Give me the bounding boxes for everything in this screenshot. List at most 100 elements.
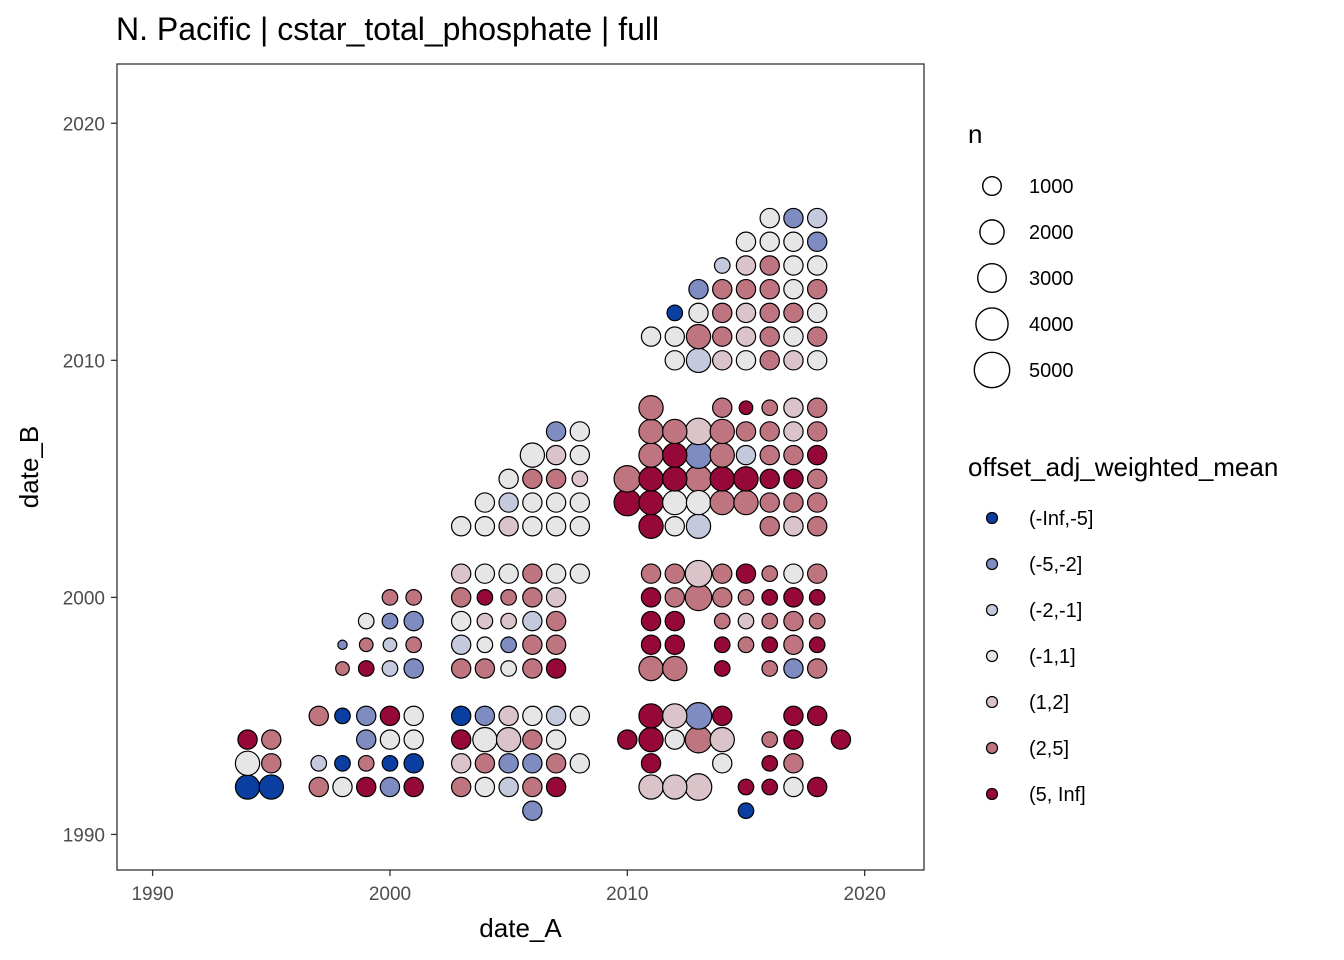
data-point	[545, 705, 567, 727]
data-point	[664, 587, 686, 608]
data-point	[664, 634, 686, 656]
size-legend-label: 2000	[1029, 222, 1074, 244]
data-point	[522, 634, 543, 656]
data-point	[806, 302, 828, 324]
size-legend-key	[982, 175, 1003, 196]
data-point	[806, 421, 828, 442]
data-point	[783, 278, 804, 300]
data-point	[688, 278, 709, 300]
data-point	[379, 776, 401, 798]
data-point	[403, 776, 424, 798]
color-legend-key	[985, 787, 999, 801]
data-point	[783, 468, 804, 490]
data-point	[684, 417, 713, 446]
color-legend: offset_adj_weighted_mean (-Inf,-5] (-5,-2…	[968, 452, 1278, 806]
data-point	[522, 658, 543, 679]
data-point	[712, 326, 733, 347]
data-point	[522, 587, 543, 608]
data-point	[237, 729, 258, 750]
data-point	[357, 754, 375, 772]
data-point	[737, 612, 755, 630]
data-point	[662, 489, 688, 516]
data-point	[685, 323, 712, 350]
data-point	[712, 302, 733, 324]
data-point	[498, 563, 519, 584]
data-point	[522, 516, 543, 537]
data-point	[806, 563, 828, 584]
data-point	[712, 705, 733, 727]
data-point	[664, 326, 686, 347]
color-legend-label: (-5,-2]	[1029, 554, 1082, 576]
data-point	[569, 705, 591, 727]
data-point	[355, 729, 377, 750]
x-tick-label: 2000	[369, 884, 411, 905]
data-point	[638, 442, 664, 468]
data-point	[450, 610, 472, 632]
data-point	[712, 753, 733, 774]
data-point	[759, 468, 780, 490]
data-point	[806, 492, 828, 513]
data-point	[808, 636, 826, 654]
data-point	[783, 207, 804, 229]
color-legend-key	[985, 649, 999, 663]
data-point	[450, 658, 472, 679]
data-point	[613, 465, 642, 493]
data-point	[638, 466, 664, 492]
y-tick-label: 2000	[63, 588, 105, 609]
data-point	[381, 660, 399, 677]
data-point	[684, 702, 713, 730]
data-point	[640, 587, 662, 608]
data-point	[662, 466, 688, 492]
data-point	[737, 778, 755, 796]
data-point	[830, 729, 852, 750]
data-point	[450, 563, 472, 584]
data-point	[735, 421, 757, 442]
y-tick-label: 2020	[63, 114, 105, 135]
chart-title: N. Pacific | cstar_total_phosphate | ful…	[116, 11, 659, 47]
data-point	[783, 492, 804, 513]
data-point	[712, 397, 733, 418]
data-point	[662, 774, 688, 800]
data-point	[613, 488, 642, 517]
data-point	[684, 465, 713, 493]
data-point	[735, 255, 757, 276]
data-point	[474, 705, 496, 727]
x-tick-label: 2020	[844, 884, 886, 905]
data-point	[522, 492, 543, 513]
data-point	[806, 468, 828, 490]
data-point	[450, 776, 472, 798]
data-point	[640, 563, 662, 584]
data-point	[638, 703, 664, 729]
data-point	[522, 753, 543, 774]
data-points	[234, 207, 852, 821]
data-point	[808, 612, 826, 630]
data-point	[638, 655, 664, 682]
data-point	[498, 705, 519, 727]
data-point	[761, 778, 779, 796]
data-point	[709, 489, 735, 516]
data-point	[569, 421, 591, 442]
data-point	[735, 326, 757, 347]
data-point	[684, 725, 713, 754]
data-point	[500, 612, 517, 630]
data-point	[761, 754, 779, 772]
data-point	[545, 563, 567, 584]
size-legend-label: 1000	[1029, 176, 1074, 198]
data-point	[712, 587, 733, 608]
data-point	[545, 658, 567, 679]
data-point	[640, 326, 662, 347]
data-point	[476, 589, 494, 606]
data-point	[638, 513, 664, 539]
data-point	[783, 421, 804, 442]
data-point	[759, 492, 780, 513]
data-point	[712, 563, 733, 584]
data-point	[662, 655, 688, 682]
data-point	[806, 705, 828, 727]
data-point	[662, 442, 688, 468]
data-point	[685, 347, 712, 374]
data-point	[450, 729, 472, 750]
data-point	[684, 441, 713, 469]
data-point	[569, 444, 591, 466]
data-point	[638, 774, 664, 800]
data-point	[522, 468, 543, 490]
